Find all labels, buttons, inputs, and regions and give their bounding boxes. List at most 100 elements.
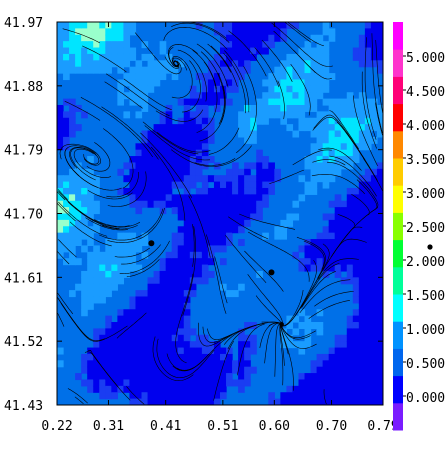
field-cell <box>147 73 155 81</box>
field-cell <box>57 28 64 36</box>
field-cell <box>201 73 209 81</box>
field-cell <box>274 73 281 81</box>
field-cell <box>340 98 348 106</box>
field-cell <box>183 328 191 336</box>
field-cell <box>340 136 348 144</box>
field-cell <box>340 347 348 355</box>
field-cell <box>57 41 64 49</box>
field-cell <box>195 92 203 100</box>
field-cell <box>298 398 306 405</box>
field-cell <box>256 181 263 189</box>
field-cell <box>286 124 294 132</box>
field-cell <box>256 168 263 176</box>
field-cell <box>370 366 378 374</box>
streamline <box>163 26 228 50</box>
streamline <box>182 226 196 316</box>
field-cell <box>316 385 324 393</box>
field-cell <box>364 392 372 400</box>
field-cell <box>105 334 112 342</box>
field-cell <box>376 322 383 329</box>
field-cell <box>232 360 239 368</box>
field-cell <box>117 347 125 355</box>
field-cell <box>189 92 197 100</box>
field-cell <box>129 245 137 253</box>
streamline <box>140 132 193 198</box>
field-cell <box>304 328 312 336</box>
field-cell <box>213 98 221 106</box>
field-cell <box>352 258 360 266</box>
field-cell <box>81 207 88 215</box>
field-cell <box>292 251 300 259</box>
field-cell <box>57 130 64 138</box>
field-cell <box>171 283 179 291</box>
field-cell <box>117 341 125 349</box>
streamline <box>82 45 127 73</box>
field-cell <box>213 341 221 349</box>
field-cell <box>220 41 227 49</box>
field-cell <box>286 22 294 29</box>
field-cell <box>57 175 64 183</box>
field-cell <box>376 104 383 112</box>
field-cell <box>322 175 330 183</box>
field-cell <box>75 60 82 68</box>
field-cell <box>370 47 378 55</box>
field-cell <box>262 232 269 240</box>
field-cell <box>244 219 251 227</box>
field-cell <box>189 130 197 138</box>
streamline <box>375 102 383 136</box>
field-cell <box>376 53 383 61</box>
field-cell <box>195 353 203 361</box>
colorbar-band <box>393 402 403 431</box>
field-cell <box>244 200 251 208</box>
field-cell <box>322 66 330 74</box>
field-cell <box>165 168 173 176</box>
field-cell <box>370 34 378 42</box>
field-cell <box>177 258 185 266</box>
field-cell <box>250 104 257 112</box>
field-cell <box>117 245 125 253</box>
field-cell <box>310 34 318 42</box>
field-cell <box>63 73 70 81</box>
field-cell <box>63 22 70 29</box>
field-cell <box>256 162 263 170</box>
field-cell <box>256 28 263 36</box>
field-cell <box>376 385 383 393</box>
field-cell <box>105 283 112 291</box>
field-cell <box>304 92 312 100</box>
field-cell <box>310 322 318 329</box>
field-cell <box>238 347 245 355</box>
field-cell <box>117 28 125 36</box>
field-cell <box>207 398 215 405</box>
field-cell <box>177 328 185 336</box>
field-cell <box>376 258 383 266</box>
field-cell <box>213 79 221 87</box>
field-cell <box>328 156 336 164</box>
streamline <box>301 271 336 308</box>
field-cell <box>352 270 360 278</box>
field-cell <box>177 347 185 355</box>
field-cell <box>376 200 383 208</box>
field-cell <box>177 143 185 151</box>
field-cell <box>153 385 161 393</box>
field-cell <box>147 328 155 336</box>
streamline <box>62 28 100 44</box>
field-cell <box>123 162 131 170</box>
field-cell <box>165 398 173 405</box>
field-cell <box>87 251 94 259</box>
field-cell <box>346 341 354 349</box>
field-cell <box>250 200 257 208</box>
field-cell <box>177 379 185 387</box>
field-cell <box>358 360 366 368</box>
field-cell <box>195 187 203 195</box>
streamline <box>57 313 65 327</box>
field-cell <box>238 207 245 215</box>
colorbar-band <box>393 239 403 268</box>
field-cell <box>195 385 203 393</box>
field-cell <box>328 239 336 247</box>
field-cell <box>364 47 372 55</box>
field-cell <box>105 379 112 387</box>
field-cell <box>250 47 257 55</box>
field-cell <box>304 124 312 132</box>
field-cell <box>213 392 221 400</box>
field-cell <box>328 200 336 208</box>
